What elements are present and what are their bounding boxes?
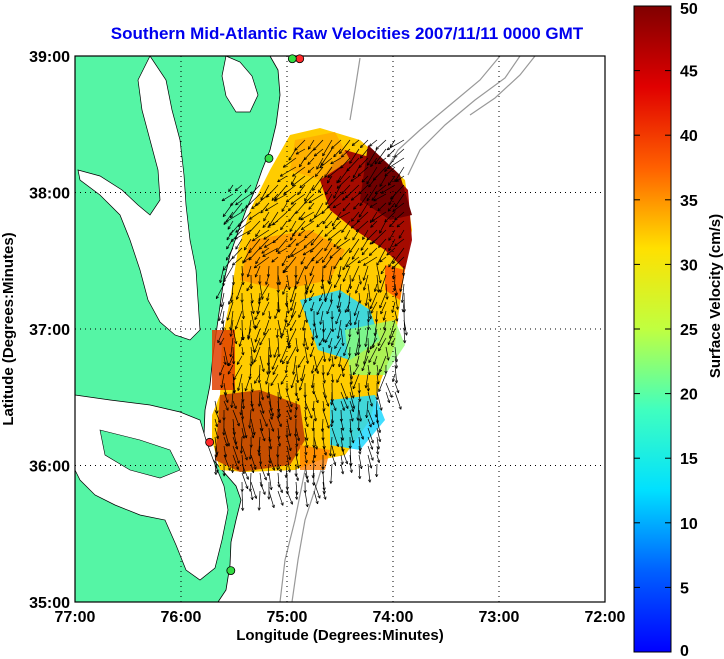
colorbar-tick-label: 20 <box>680 387 698 404</box>
y-tick-label: 36:00 <box>29 459 70 476</box>
x-tick-label: 75:00 <box>267 609 308 626</box>
y-axis-ticks: 39:00 38:00 37:00 36:00 35:00 <box>29 49 70 612</box>
colorbar-tick-label: 15 <box>680 451 698 468</box>
colorbar-tick-label: 40 <box>680 128 698 145</box>
colorbar-label: Surface Velocity (cm/s) <box>707 214 724 378</box>
colorbar-tick-label: 10 <box>680 516 698 533</box>
y-tick-label: 38:00 <box>29 186 70 203</box>
colorbar-ticks: 0 5 10 15 20 25 30 35 40 45 50 <box>634 1 698 659</box>
colorbar-tick-label: 0 <box>680 643 689 659</box>
x-tick-label: 73:00 <box>479 609 520 626</box>
station-marker <box>287 54 297 64</box>
colorbar-tick-label: 25 <box>680 322 698 339</box>
map-title: Southern Mid-Atlantic Raw Velocities 200… <box>110 24 584 43</box>
plot-frame <box>74 55 606 603</box>
colorbar-tick-label: 50 <box>680 1 698 18</box>
x-tick-label: 76:00 <box>161 609 202 626</box>
colorbar-tick-label: 5 <box>680 580 689 597</box>
y-axis-label: Latitude (Degrees:Minutes) <box>0 232 17 425</box>
grid-lines <box>75 56 605 602</box>
x-tick-label: 77:00 <box>55 609 96 626</box>
station-marker <box>264 153 274 163</box>
station-marker <box>205 437 215 447</box>
radar-stations <box>205 54 305 576</box>
x-axis-ticks: 77:00 76:00 75:00 74:00 73:00 72:00 <box>55 609 626 626</box>
colorbar-tick-label: 35 <box>680 193 698 210</box>
x-tick-label: 74:00 <box>373 609 414 626</box>
velocity-arrows <box>214 139 408 511</box>
y-tick-label: 39:00 <box>29 49 70 66</box>
y-tick-label: 37:00 <box>29 322 70 339</box>
colorbar <box>633 5 672 653</box>
x-axis-label: Longitude (Degrees:Minutes) <box>236 627 444 644</box>
colorbar-tick-label: 45 <box>680 64 698 81</box>
y-tick-label: 35:00 <box>29 595 70 612</box>
chesapeake-bay <box>77 56 201 341</box>
x-tick-label: 72:00 <box>585 609 626 626</box>
station-marker <box>226 566 236 576</box>
colorbar-tick-label: 30 <box>680 257 698 274</box>
delaware-bay <box>221 56 259 113</box>
station-marker <box>295 54 305 64</box>
